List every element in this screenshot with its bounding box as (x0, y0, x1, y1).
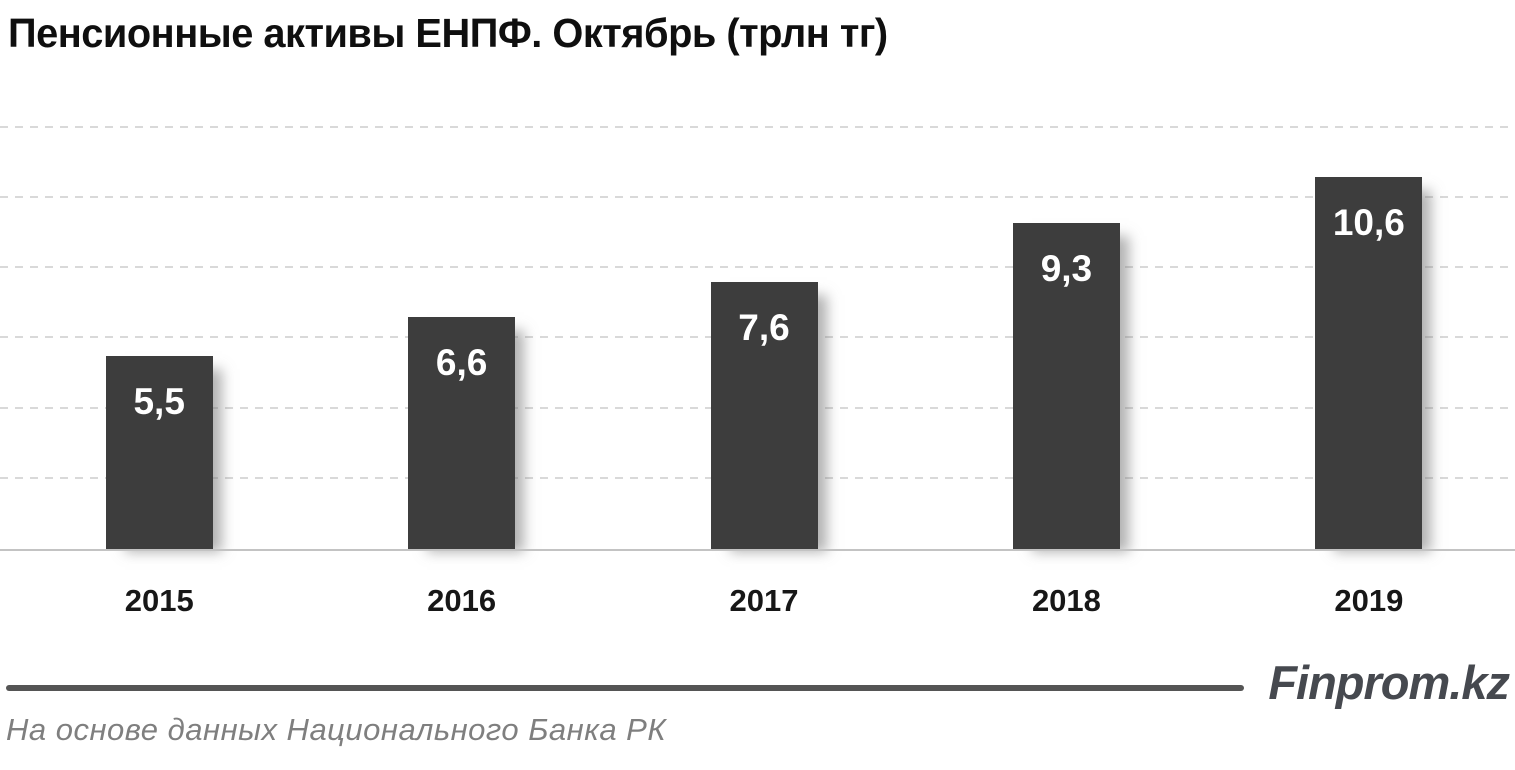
bar-chart: 5,5 6,6 7,6 9,3 10,6 (0, 90, 1515, 551)
bar-value-label-2017: 7,6 (738, 307, 790, 349)
x-tick-2015: 2015 (124, 583, 194, 618)
source-note: На основе данных Национального Банка РК (6, 712, 667, 747)
bar-2016: 6,6 (408, 317, 516, 549)
bar-slot-2017: 7,6 (613, 90, 915, 549)
chart-title: Пенсионные активы ЕНПФ. Октябрь (трлн тг… (8, 10, 888, 56)
x-axis-labels: 2015 2016 2017 2018 2019 (8, 583, 1515, 619)
gridline-10 (0, 196, 1515, 199)
footer-divider (6, 685, 1244, 691)
gridline-8 (0, 266, 1515, 269)
bar-2017: 7,6 (710, 282, 818, 549)
bar-slot-2018: 9,3 (915, 90, 1217, 549)
bar-slot-2015: 5,5 (8, 90, 310, 549)
bar-2015: 5,5 (105, 356, 213, 549)
bar-slot-2016: 6,6 (310, 90, 612, 549)
x-tick-2018: 2018 (1031, 583, 1101, 618)
bar-slot-2019: 10,6 (1218, 90, 1515, 549)
bar-value-label-2018: 9,3 (1040, 247, 1093, 289)
plot-area: 5,5 6,6 7,6 9,3 10,6 (8, 90, 1515, 549)
x-tick-2016: 2016 (427, 583, 497, 618)
bar-2018: 9,3 (1012, 222, 1120, 549)
bar-value-label-2015: 5,5 (133, 381, 185, 422)
x-tick-2019: 2019 (1334, 583, 1404, 618)
x-tick-2017: 2017 (729, 583, 799, 618)
x-axis-baseline (0, 549, 1515, 551)
bar-value-label-2016: 6,6 (435, 342, 488, 384)
bar-2019: 10,6 (1315, 177, 1423, 549)
bar-value-label-2019: 10,6 (1332, 202, 1405, 244)
brand-logo-text: Finprom.kz (1268, 656, 1510, 709)
gridline-12 (0, 125, 1515, 128)
